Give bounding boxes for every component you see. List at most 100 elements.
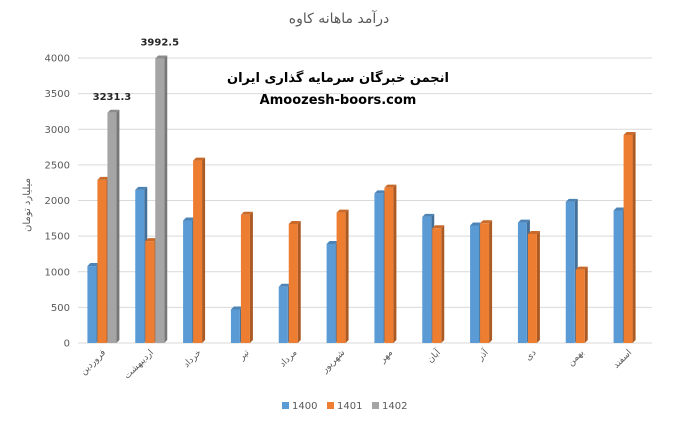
bar-front (613, 210, 623, 343)
bar-1402-0 (107, 109, 120, 344)
y-tick-label: 0 (64, 339, 70, 350)
bar-top (145, 238, 158, 242)
bar-front (183, 220, 193, 343)
category-label: آذر (474, 346, 491, 363)
bar-front (278, 286, 288, 343)
legend: 1400 1401 1402 (282, 401, 407, 412)
bars (87, 55, 636, 344)
bar-front (336, 212, 346, 343)
bar-top (183, 217, 196, 221)
bar-side (536, 230, 540, 343)
bar-top (155, 55, 168, 59)
bar-front (107, 112, 117, 344)
bar-top (336, 209, 349, 213)
legend-swatch (282, 402, 289, 409)
bar-top (107, 109, 120, 113)
y-tick-label: 1000 (45, 267, 70, 278)
bar-front (432, 228, 442, 343)
bar-front (565, 201, 575, 343)
category-label: تیر (237, 348, 252, 363)
bar-top (326, 240, 339, 244)
bar-1401-9 (527, 230, 540, 343)
bar-side (116, 109, 120, 344)
watermark-line1: انجمن خبرگان سرمایه گذاری ایران (227, 70, 449, 86)
legend-label: 1401 (337, 401, 362, 412)
y-tick-labels: 0 500 1000 1500 2000 2500 3000 3500 4000 (45, 54, 70, 350)
bar-1401-4 (288, 221, 301, 343)
bar-top (422, 213, 435, 217)
bar-top (193, 157, 206, 161)
bar-side (164, 55, 168, 344)
bar-side (249, 211, 253, 343)
bar-side (441, 225, 445, 343)
bar-front (422, 216, 432, 343)
bar-top (278, 283, 291, 287)
bar-front (384, 187, 394, 343)
bar-1401-8 (480, 220, 493, 343)
bar-front (240, 214, 250, 343)
bar-side (345, 209, 349, 343)
y-axis-label: میلیارد تومان (22, 178, 33, 232)
legend-item-1401: 1401 (327, 401, 362, 412)
bar-front (97, 179, 107, 343)
bar-front (193, 160, 203, 343)
bar-front (623, 134, 633, 343)
bar-top (230, 306, 243, 310)
y-tick-label: 2500 (45, 160, 70, 171)
bar-front (470, 225, 480, 343)
bar-top (384, 184, 397, 188)
bar-top (517, 219, 530, 223)
category-label: شهریور (320, 348, 348, 376)
bar-top (613, 207, 626, 211)
bar-front (480, 223, 490, 343)
category-label: اسفند (612, 348, 635, 371)
bar-top (432, 225, 445, 229)
bar-1402-1 (155, 55, 168, 344)
bar-top (87, 263, 100, 267)
bar-1401-11 (623, 131, 636, 343)
category-label: مهر (377, 348, 395, 366)
bar-1401-7 (432, 225, 445, 343)
gridlines (78, 57, 652, 344)
bar-front (517, 222, 527, 343)
legend-item-1402: 1402 (372, 401, 407, 412)
legend-swatch (372, 402, 379, 409)
bar-top (97, 176, 110, 180)
category-label: آبان (424, 346, 443, 365)
bar-front (155, 58, 165, 344)
bar-side (202, 157, 206, 343)
category-label: دی (524, 348, 539, 363)
legend-label: 1402 (382, 401, 407, 412)
chart-title: درآمد ماهانه کاوه (289, 10, 389, 27)
legend-label: 1400 (292, 401, 317, 412)
bar-side (489, 220, 493, 343)
bar-top (565, 198, 578, 202)
bar-1401-5 (336, 209, 349, 343)
y-tick-label: 500 (51, 303, 70, 314)
y-tick-label: 4000 (45, 54, 70, 65)
data-label: 3231.3 (93, 92, 132, 103)
watermark-line2: Amoozesh-boors.com (260, 93, 417, 108)
category-label: خرداد (182, 348, 204, 370)
bar-top (135, 186, 148, 190)
category-label: بهمن (566, 348, 586, 368)
bar-front (230, 309, 240, 343)
bar-1401-6 (384, 184, 397, 343)
bar-top (527, 230, 540, 234)
bar-1401-2 (193, 157, 206, 343)
bar-top (374, 190, 387, 194)
bar-1401-3 (240, 211, 253, 343)
bar-front (135, 189, 145, 343)
bar-top (575, 266, 588, 270)
bar-side (632, 131, 636, 343)
category-label: اردیبهشت (123, 348, 156, 381)
y-tick-label: 3000 (45, 125, 70, 136)
bar-top (480, 220, 493, 224)
data-labels: 3231.3 3992.5 (93, 38, 179, 103)
category-labels: فروردین اردیبهشت خرداد تیر مرداد شهریور مهر آبا… (79, 346, 634, 381)
bar-top (470, 222, 483, 226)
bar-front (527, 233, 537, 343)
bar-front (145, 241, 155, 343)
